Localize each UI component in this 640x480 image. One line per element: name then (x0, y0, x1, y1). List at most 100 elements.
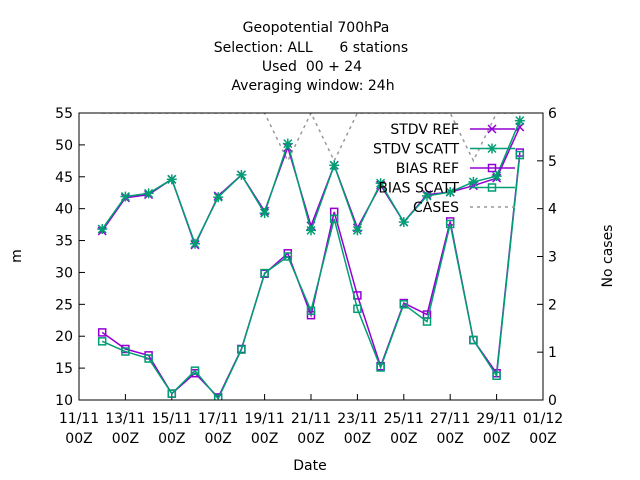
y-tick-label: 50 (55, 138, 73, 154)
data-point (143, 188, 154, 199)
legend: STDV REF STDV SCATT BIAS REF BIAS SCATT CASE… (373, 122, 515, 216)
data-point (259, 208, 270, 219)
data-point (213, 192, 224, 203)
x-tick-label: 29/11 (476, 411, 516, 427)
data-point (352, 225, 363, 236)
data-point-box (97, 328, 107, 337)
data-point-box (213, 394, 223, 400)
series-line (101, 155, 521, 400)
legend-marker-stroke (487, 124, 497, 134)
data-point (97, 224, 108, 235)
legend-entry: STDV SCATT (373, 142, 515, 158)
y-tick-label: 25 (55, 297, 73, 313)
data-point (283, 252, 293, 261)
y-tick-label: 35 (55, 234, 73, 250)
data-point (469, 335, 478, 345)
series-stdv-scatt (97, 115, 525, 249)
y2-axis-label: No cases (600, 225, 616, 288)
x-tick-label-time: 00Z (529, 431, 556, 447)
data-point (260, 268, 269, 278)
y-tick-label: 15 (55, 361, 73, 377)
data-point-box (422, 317, 432, 326)
y-tick-label: 10 (55, 393, 73, 409)
data-point-box (492, 371, 501, 381)
y2-tick-label: 4 (548, 202, 557, 218)
chart-title-line-1: Geopotential 700hPa (243, 20, 390, 36)
data-point-box (515, 150, 525, 160)
y-tick-label: 30 (55, 265, 73, 281)
data-point (144, 354, 153, 363)
legend-marker-box (487, 163, 497, 173)
legend-label: STDV REF (390, 122, 459, 138)
data-point (491, 171, 502, 182)
legend-marker-box (487, 183, 497, 192)
legend-entry: BIAS SCATT (378, 181, 515, 197)
data-point-box (469, 335, 478, 345)
legend-label: BIAS SCATT (378, 181, 459, 197)
data-point (445, 219, 455, 229)
data-point-box (237, 345, 246, 354)
legend-entry: BIAS REF (396, 161, 515, 177)
data-point (120, 191, 131, 202)
chart-title-line-4: Averaging window: 24h (231, 78, 394, 94)
data-point-box (167, 389, 177, 398)
data-point (353, 304, 362, 314)
y2-tick-label: 3 (548, 250, 557, 266)
y2-tick-label: 0 (548, 393, 557, 409)
data-point-box (97, 337, 107, 346)
x-tick-label-time: 00Z (344, 431, 371, 447)
data-point (468, 176, 479, 187)
x-tick-label-time: 00Z (158, 431, 185, 447)
plot-frame (78, 112, 544, 401)
data-point-box (144, 354, 153, 363)
data-point (121, 347, 130, 356)
x-tick-label-time: 00Z (204, 431, 231, 447)
y2-tick-label: 5 (548, 154, 557, 170)
y-tick-label: 20 (55, 329, 73, 345)
x-tick-label-time: 00Z (251, 431, 278, 447)
data-point (422, 190, 432, 201)
x-tick-label: 27/11 (430, 411, 470, 427)
legend-label: BIAS REF (396, 161, 459, 177)
legend-marker (487, 124, 497, 134)
x-tick-label-time: 00Z (390, 431, 417, 447)
legend-entry: CASES (413, 200, 515, 216)
legend-label: CASES (413, 200, 459, 216)
data-point (190, 366, 200, 375)
data-point (306, 225, 316, 236)
legend-entry: STDV REF (390, 122, 515, 138)
data-point (97, 328, 107, 337)
data-point-box (260, 268, 269, 278)
legend-marker (487, 143, 497, 154)
data-point (236, 169, 247, 180)
x-tick-label: 21/11 (291, 411, 331, 427)
data-point (515, 150, 525, 160)
y-tick-label: 45 (55, 170, 73, 186)
x-tick-label: 15/11 (152, 411, 192, 427)
data-point (329, 160, 340, 171)
legend-marker (487, 183, 497, 192)
data-point (306, 306, 316, 315)
chart-title-line-2: Selection: ALL 6 stations (214, 40, 408, 56)
x-tick-label: 23/11 (337, 411, 377, 427)
data-point (445, 187, 456, 198)
data-point (282, 138, 293, 149)
legend-label: STDV SCATT (373, 142, 459, 158)
chart-title: Geopotential 700hPa Selection: ALL 6 sta… (214, 20, 408, 94)
y2-tick-label: 2 (548, 297, 557, 313)
y-tick-label: 55 (55, 106, 73, 122)
x-tick-label: 25/11 (384, 411, 424, 427)
axis-ticks: 10152025303540455055012345611/1100Z13/11… (55, 106, 563, 447)
data-point-box (283, 252, 293, 261)
y2-tick-label: 6 (548, 106, 557, 122)
data-point (514, 115, 525, 126)
data-point (376, 363, 385, 372)
x-axis-label: Date (293, 458, 326, 474)
series-bias-scatt (97, 150, 525, 400)
data-point-box (376, 363, 385, 372)
x-tick-label: 13/11 (105, 411, 145, 427)
data-point (213, 394, 223, 400)
chart-title-line-3: Used 00 + 24 (262, 59, 362, 75)
x-tick-label: 11/11 (59, 411, 99, 427)
